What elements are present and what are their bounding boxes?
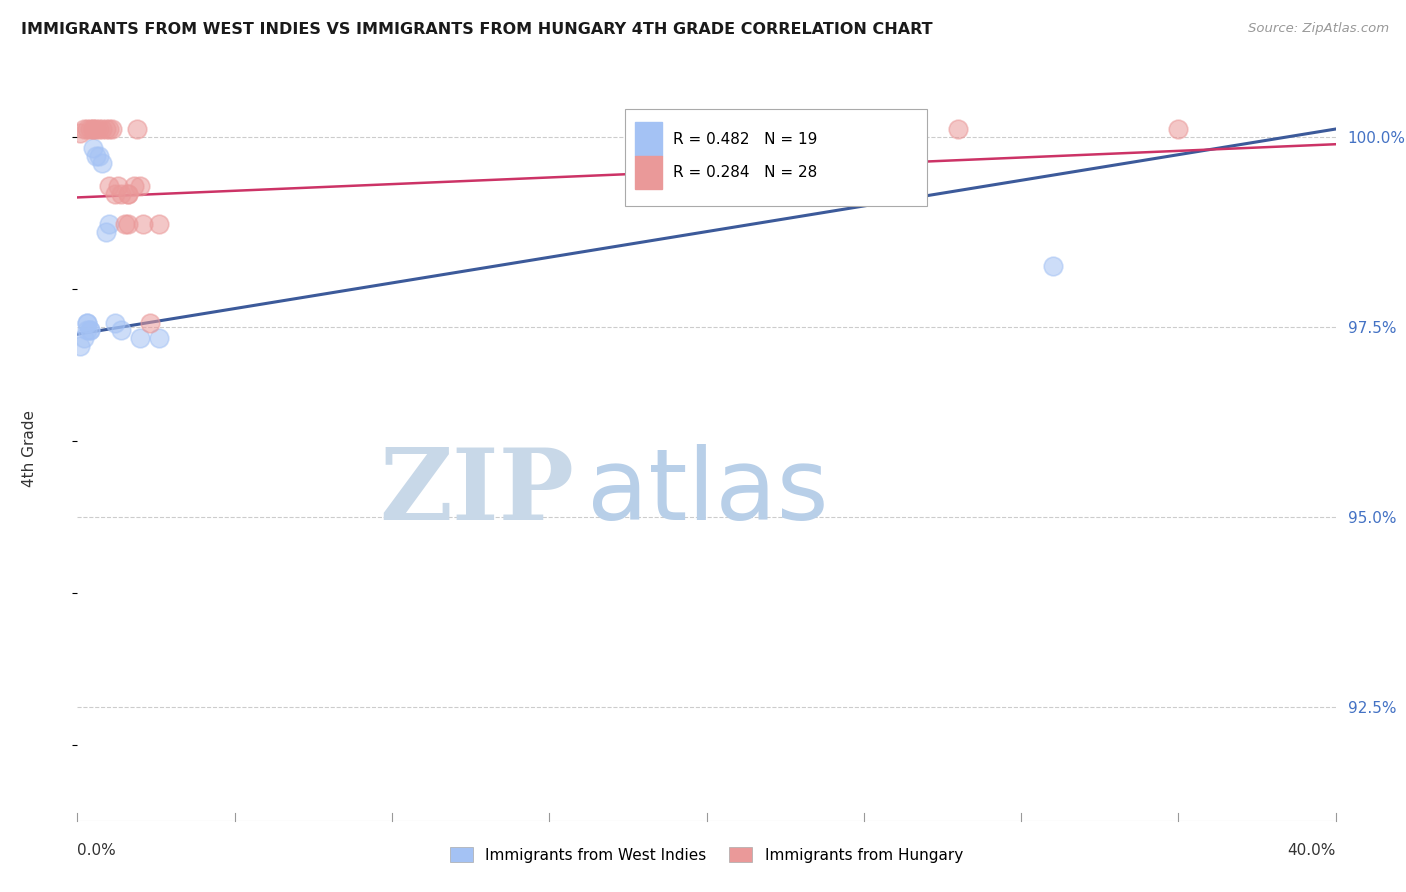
Text: atlas: atlas bbox=[586, 444, 828, 541]
Text: R = 0.284   N = 28: R = 0.284 N = 28 bbox=[672, 165, 817, 180]
Point bbox=[148, 331, 170, 345]
Point bbox=[110, 323, 132, 337]
Point bbox=[76, 323, 98, 337]
Point bbox=[82, 122, 104, 136]
Point bbox=[76, 316, 98, 330]
Text: 0.0%: 0.0% bbox=[77, 844, 117, 858]
Point bbox=[122, 179, 145, 194]
Text: ZIP: ZIP bbox=[380, 444, 575, 541]
Text: IMMIGRANTS FROM WEST INDIES VS IMMIGRANTS FROM HUNGARY 4TH GRADE CORRELATION CHA: IMMIGRANTS FROM WEST INDIES VS IMMIGRANT… bbox=[21, 22, 932, 37]
Point bbox=[129, 331, 152, 345]
Text: R = 0.482   N = 19: R = 0.482 N = 19 bbox=[672, 132, 817, 146]
Point bbox=[84, 148, 107, 162]
Point bbox=[72, 331, 94, 345]
FancyBboxPatch shape bbox=[634, 122, 662, 156]
Point bbox=[76, 316, 98, 330]
Point bbox=[117, 186, 139, 201]
Point bbox=[69, 126, 91, 140]
Point bbox=[69, 338, 91, 352]
Point bbox=[948, 122, 970, 136]
Point bbox=[1042, 259, 1064, 273]
FancyBboxPatch shape bbox=[624, 110, 927, 206]
Point bbox=[94, 225, 117, 239]
Point bbox=[117, 186, 139, 201]
Point bbox=[101, 122, 124, 136]
Point bbox=[79, 323, 101, 337]
Point bbox=[110, 186, 132, 201]
Point bbox=[127, 122, 149, 136]
FancyBboxPatch shape bbox=[634, 156, 662, 189]
Point bbox=[84, 122, 107, 136]
Point bbox=[72, 122, 94, 136]
Point bbox=[104, 316, 127, 330]
Point bbox=[884, 133, 907, 147]
Point bbox=[91, 156, 114, 170]
Point bbox=[107, 179, 129, 194]
Point bbox=[97, 179, 120, 194]
Text: Source: ZipAtlas.com: Source: ZipAtlas.com bbox=[1249, 22, 1389, 36]
Point bbox=[76, 122, 98, 136]
Legend: Immigrants from West Indies, Immigrants from Hungary: Immigrants from West Indies, Immigrants … bbox=[444, 840, 969, 869]
Point bbox=[79, 122, 101, 136]
Point bbox=[89, 122, 111, 136]
Point bbox=[138, 316, 160, 330]
Point bbox=[79, 323, 101, 337]
Point bbox=[132, 217, 155, 231]
Point bbox=[129, 179, 152, 194]
Point bbox=[148, 217, 170, 231]
Point bbox=[91, 122, 114, 136]
Point bbox=[117, 217, 139, 231]
Point bbox=[1167, 122, 1189, 136]
Point bbox=[89, 148, 111, 162]
Point bbox=[97, 217, 120, 231]
Point bbox=[94, 122, 117, 136]
Point bbox=[82, 141, 104, 155]
Point bbox=[82, 122, 104, 136]
Point bbox=[114, 217, 136, 231]
Text: 4th Grade: 4th Grade bbox=[22, 409, 37, 487]
Point bbox=[97, 122, 120, 136]
Text: 40.0%: 40.0% bbox=[1288, 844, 1336, 858]
Point bbox=[104, 186, 127, 201]
